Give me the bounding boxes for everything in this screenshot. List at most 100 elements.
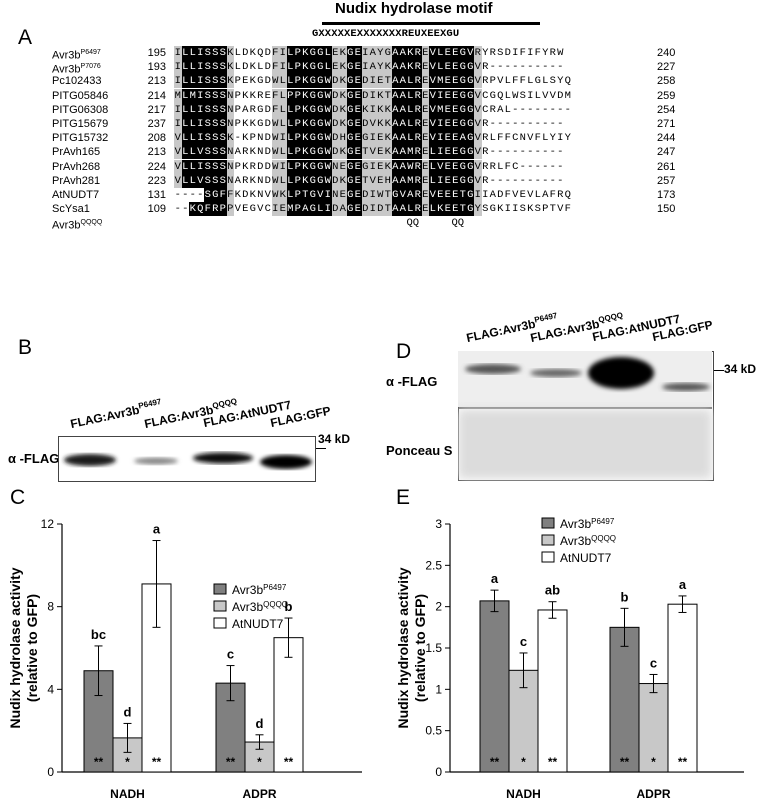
sequence-name: PrAvh268 (52, 160, 101, 173)
blot-band (530, 369, 582, 377)
sequence-residues: ILLISSSKLDKQDFILPKGGLEKGEIAYGAAKREVLEEGV… (174, 46, 564, 60)
sequence-residues: MLMISSSNPKKREFLPPKGGWDKGEDIKTAALREVIEEGG… (174, 88, 571, 103)
blot-band (260, 455, 312, 469)
alignment-row: Avr3bP6497 195 ILLISSSKLDKQDFILPKGGLEKGEIA… (0, 46, 769, 62)
sequence-name: Avr3bP6497 (52, 49, 101, 62)
sequence-name: PITG06308 (52, 103, 109, 116)
y-axis-label: Nudix hydrolase activity (7, 567, 23, 728)
qqqq-mark: QQ (406, 217, 420, 230)
y-tick-label: 4 (47, 682, 54, 696)
panel-d-marker: 34 kD (724, 362, 757, 376)
panel-d-letter: D (396, 340, 412, 363)
sequence-end: 258 (657, 75, 676, 88)
alignment-row: Avr3bP7076 193 ILLISSSKLDKLDFILPKGGLEKGEIA… (0, 60, 769, 76)
sequence-alignment: Avr3bP6497 195 ILLISSSKLDKQDFILPKGGLEKGEIA… (0, 46, 769, 246)
star-label: ** (284, 755, 294, 769)
y-tick-label: 0.5 (425, 724, 442, 738)
panel-b-row-label: α -FLAG (8, 451, 60, 466)
sequence-residues: ILLISSSKLDKLDFILPKGGLEKGEIAYKAAKREVLEEGG… (174, 60, 564, 75)
y-tick-label: 2.5 (425, 558, 442, 572)
panel-c-letter: C (10, 486, 26, 509)
y-tick-label: 12 (41, 517, 55, 531)
y-axis-label: Nudix hydrolase activity (395, 567, 411, 728)
sequence-start: 224 (147, 160, 166, 173)
sequence-end: 173 (657, 189, 676, 201)
sequence-end: 240 (657, 47, 676, 59)
sequence-end: 257 (657, 174, 676, 187)
star-label: * (521, 755, 526, 769)
significance-letter: a (679, 577, 687, 592)
panel-d-row-label-flag: α -FLAG (386, 374, 438, 389)
panel-d-blot-bands (458, 351, 712, 479)
blot-band (64, 454, 116, 466)
significance-letter: c (227, 647, 234, 662)
alignment-row: PrAvh165 213 VLLVSSSNARKNDWLLPKGGWDKGETVEK… (0, 145, 769, 160)
category-label: NADH (506, 787, 541, 800)
sequence-start: 213 (147, 146, 166, 159)
sequence-start: 213 (147, 75, 166, 88)
sequence-residues: VLLISSSNPKRDDWILPKGGWNEGEGIEKAAWRELVEEGG… (174, 159, 564, 174)
sequence-end: 227 (657, 61, 676, 74)
sequence-name: PrAvh281 (52, 174, 101, 187)
significance-letter: d (124, 704, 132, 719)
significance-letter: a (153, 522, 161, 537)
legend-swatch (213, 617, 227, 629)
y-tick-label: 2 (435, 600, 442, 614)
star-label: * (257, 755, 262, 769)
sequence-start: 195 (147, 47, 166, 59)
star-label: ** (620, 755, 630, 769)
legend-label: Avr3bP6497 (232, 583, 287, 597)
sequence-residues: VLLVSSSNARKNDWLLPKGGWDKGETVEKAAMRELIEEGG… (174, 145, 564, 160)
y-tick-label: 8 (47, 600, 54, 614)
star-label: ** (548, 755, 558, 769)
bar (479, 600, 510, 773)
sequence-end: 261 (657, 160, 676, 173)
star-label: ** (226, 755, 236, 769)
blot-band (588, 357, 654, 389)
alignment-row: Avr3bQQQQ (0, 216, 769, 233)
chart-c: 0 4 8 12 Nudix hydrolase activity (relative t… (7, 517, 362, 800)
alignment-row: PITG15679 237 ILLISSSNPKKGDWLLPKGGWDKGEDVK… (0, 117, 769, 131)
panel-d-marker-line (714, 370, 724, 371)
blot-band (465, 364, 521, 374)
panel-b-letter: B (18, 336, 33, 359)
legend-swatch (213, 600, 227, 612)
bar (667, 603, 698, 773)
sequence-start: 237 (147, 118, 166, 130)
sequence-name: Pc102433 (52, 75, 102, 88)
bar (537, 609, 568, 773)
sequence-start: 223 (147, 174, 166, 187)
significance-letter: d (256, 716, 264, 731)
y-axis-label: (relative to GFP) (24, 594, 40, 702)
sequence-name: PITG15679 (52, 118, 109, 130)
sequence-name: Avr3bQQQQ (52, 219, 103, 233)
alignment-row: PITG05846 214 MLMISSSNPKKREFLPPKGGWDKGEDIK… (0, 88, 769, 103)
y-axis-label: (relative to GFP) (412, 594, 428, 702)
sequence-start: 208 (147, 132, 166, 145)
category-label: NADH (110, 787, 145, 800)
star-label: * (651, 755, 656, 769)
sequence-name: AtNUDT7 (52, 189, 100, 201)
sequence-name: ScYsa1 (52, 203, 90, 216)
panel-a-letter: A (18, 26, 33, 49)
motif-consensus: GXXXXXEXXXXXXXREUXEEXGU (312, 28, 460, 40)
blot-band (134, 457, 178, 465)
alignment-row: PrAvh268 224 VLLISSSNPKRDDWILPKGGWNEGEGIEK… (0, 159, 769, 174)
sequence-name: PITG05846 (52, 89, 109, 102)
sequence-start: 214 (147, 89, 166, 102)
alignment-row: AtNUDT7 131 ----SGFFKDKNVWKLPTGVINEGEDIWTG… (0, 188, 769, 202)
category-label: ADPR (636, 787, 670, 800)
significance-letter: bc (91, 627, 106, 642)
sequence-name: PITG15732 (52, 132, 109, 145)
y-tick-label: 1.5 (425, 641, 442, 655)
sequence-name: Avr3bP7076 (52, 63, 101, 76)
y-tick-label: 0 (47, 765, 54, 779)
sequence-start: 217 (147, 103, 166, 116)
alignment-row: ScYsa1 109 --KQFRPPVEGVCIEMPAGLIDAGEDIDTAA… (0, 202, 769, 217)
sequence-end: 244 (657, 132, 676, 145)
significance-letter: c (650, 655, 657, 670)
panel-b-blot-bands (64, 452, 312, 469)
alignment-row: PITG15732 208 VLLISSSK-KPNDWILPKGGWDHGEGIE… (0, 131, 769, 146)
sequence-residues: ILLISSSNPKKGDWLLPKGGWDKGEDVKKAALREVIEEGG… (174, 117, 564, 131)
sequence-residues: --KQFRPPVEGVCIEMPAGLIDAGEDIDTAALRELKEETG… (174, 202, 571, 217)
